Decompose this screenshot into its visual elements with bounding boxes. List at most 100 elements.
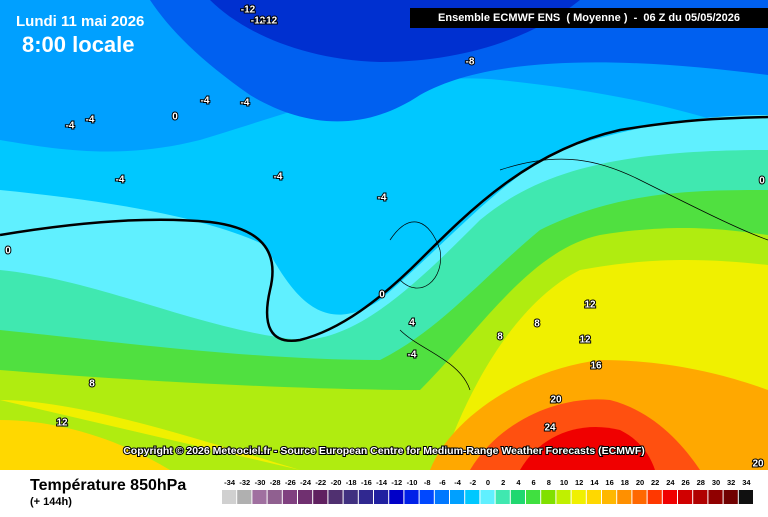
scale-swatch bbox=[708, 490, 723, 504]
scale-label: -20 bbox=[331, 478, 342, 487]
scale-swatch bbox=[358, 490, 373, 504]
footer-title: Température 850hPa bbox=[30, 477, 186, 494]
contour-label: -4 bbox=[86, 115, 95, 126]
scale-label: -18 bbox=[346, 478, 357, 487]
scale-swatch bbox=[510, 490, 525, 504]
scale-swatch bbox=[526, 490, 541, 504]
scale-swatch bbox=[298, 490, 313, 504]
contour-label: -8 bbox=[466, 57, 475, 68]
contour-label: 0 bbox=[379, 290, 385, 301]
scale-label: 34 bbox=[742, 478, 751, 487]
contour-label: 8 bbox=[89, 379, 95, 390]
contour-label: 8 bbox=[497, 332, 503, 343]
scale-label: -22 bbox=[315, 478, 326, 487]
scale-label: -30 bbox=[255, 478, 266, 487]
scale-label: 18 bbox=[621, 478, 629, 487]
scale-swatch bbox=[693, 490, 708, 504]
scale-swatch bbox=[404, 490, 419, 504]
map bbox=[0, 0, 768, 470]
color-scale: -34 -32 -30 -28 -26 -24 -22 -20 -18 -16 -14 -12 -10-… bbox=[222, 478, 753, 504]
run-box bbox=[410, 8, 768, 28]
scale-swatch bbox=[495, 490, 510, 504]
scale-label: 32 bbox=[727, 478, 735, 487]
scale-swatch bbox=[602, 490, 617, 504]
scale-label: 30 bbox=[712, 478, 720, 487]
contour-labels: -12 -12 -12 -8 -4 -4 0 -4 -4 -4 -4 -4 0 … bbox=[4, 4, 766, 471]
scale-label: -16 bbox=[361, 478, 372, 487]
scale-label: -4 bbox=[454, 478, 461, 487]
scale-swatch bbox=[678, 490, 693, 504]
scale-label: 26 bbox=[681, 478, 689, 487]
contour-label: 8 bbox=[534, 319, 540, 330]
contour-label: 0 bbox=[172, 112, 178, 123]
scale-label: 0 bbox=[486, 478, 490, 487]
time: 8:00 locale bbox=[22, 32, 135, 57]
scale-swatch bbox=[632, 490, 647, 504]
scale-label: -6 bbox=[439, 478, 446, 487]
scale-swatch bbox=[313, 490, 328, 504]
scale-swatch bbox=[480, 490, 495, 504]
contour-label: 24 bbox=[544, 423, 556, 434]
contour-label: -4 bbox=[241, 98, 250, 109]
copyright: Copyright © 2026 Meteociel.fr - Source E… bbox=[123, 445, 645, 457]
scale-swatch bbox=[450, 490, 465, 504]
scale-swatch bbox=[252, 490, 267, 504]
scale-label: 10 bbox=[560, 478, 568, 487]
contour-label: -4 bbox=[378, 193, 387, 204]
lead-time: (+ 144h) bbox=[30, 496, 72, 508]
scale-label: -28 bbox=[270, 478, 281, 487]
contour-label: 12 bbox=[56, 418, 68, 429]
scale-label: 2 bbox=[501, 478, 505, 487]
contour-label: 0 bbox=[5, 246, 11, 257]
contour-label: 12 bbox=[579, 335, 591, 346]
contour-label: 4 bbox=[409, 318, 415, 329]
scale-swatch bbox=[343, 490, 358, 504]
contour-label: 16 bbox=[590, 361, 602, 372]
contour-label: -4 bbox=[201, 96, 210, 107]
scale-label: 6 bbox=[532, 478, 536, 487]
scale-swatch bbox=[465, 490, 480, 504]
scale-label: 14 bbox=[590, 478, 599, 487]
scale-label: 20 bbox=[636, 478, 644, 487]
scale-swatch bbox=[282, 490, 297, 504]
scale-label: -34 bbox=[224, 478, 236, 487]
scale-label: 24 bbox=[666, 478, 675, 487]
scale-swatch bbox=[374, 490, 389, 504]
scale-swatch bbox=[267, 490, 282, 504]
scale-label: -24 bbox=[300, 478, 312, 487]
scale-label: 4 bbox=[516, 478, 521, 487]
scale-swatch bbox=[541, 490, 556, 504]
scale-swatch bbox=[617, 490, 632, 504]
scale-swatch bbox=[556, 490, 571, 504]
contour-label: -4 bbox=[274, 172, 283, 183]
contour-label: -12 bbox=[263, 16, 278, 27]
scale-label: -12 bbox=[391, 478, 402, 487]
contour-label: -4 bbox=[66, 121, 75, 132]
scale-swatch bbox=[328, 490, 343, 504]
contour-label: 20 bbox=[550, 395, 562, 406]
contour-label: -4 bbox=[116, 175, 125, 186]
scale-swatch bbox=[419, 490, 434, 504]
scale-swatch bbox=[434, 490, 449, 504]
scale-label: -32 bbox=[239, 478, 250, 487]
scale-label: -8 bbox=[424, 478, 431, 487]
scale-label: 28 bbox=[697, 478, 705, 487]
run-info: Ensemble ECMWF ENS ( Moyenne ) - 06 Z du… bbox=[438, 12, 740, 24]
scale-swatch bbox=[571, 490, 586, 504]
scale-label: 8 bbox=[547, 478, 551, 487]
scale-swatch bbox=[738, 490, 753, 504]
date: Lundi 11 mai 2026 bbox=[16, 13, 144, 30]
scale-swatch bbox=[237, 490, 252, 504]
scale-label: -26 bbox=[285, 478, 296, 487]
contour-label: 0 bbox=[759, 176, 765, 187]
scale-label: -14 bbox=[376, 478, 388, 487]
scale-swatch bbox=[723, 490, 738, 504]
scale-swatch bbox=[586, 490, 601, 504]
contour-label: -12 bbox=[251, 16, 266, 27]
contour-label: 12 bbox=[584, 300, 596, 311]
scale-swatch bbox=[647, 490, 662, 504]
scale-label: 22 bbox=[651, 478, 659, 487]
scale-swatch bbox=[662, 490, 677, 504]
scale-label: 12 bbox=[575, 478, 583, 487]
